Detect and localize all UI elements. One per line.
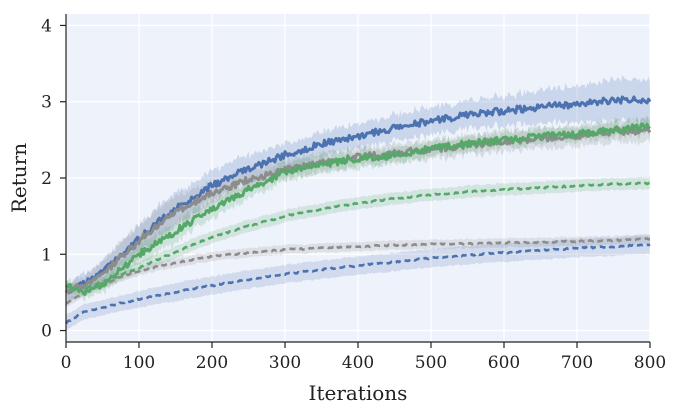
x-tick-label: 100	[123, 353, 155, 373]
series-line	[66, 181, 651, 290]
x-tick-label: 500	[415, 353, 447, 373]
x-tick-label: 600	[488, 353, 520, 373]
x-tick-label: 800	[634, 353, 666, 373]
y-tick-label: 1	[41, 245, 52, 265]
series-line	[65, 237, 651, 305]
x-tick-label: 300	[269, 353, 301, 373]
axes: 0 100 200 300 400 500 600 700 800 0 1 2 3 4	[41, 14, 666, 373]
y-tick-label: 4	[41, 16, 52, 36]
series-band	[66, 176, 650, 293]
y-tick-label: 3	[41, 93, 52, 113]
y-axis-label: Return	[7, 143, 31, 213]
x-axis-label: Iterations	[309, 381, 408, 405]
grid-lines	[65, 14, 651, 342]
y-tick-label: 0	[41, 322, 52, 342]
x-tick-label: 200	[196, 353, 228, 373]
x-tick-label: 700	[561, 353, 593, 373]
x-tick-label: 400	[342, 353, 374, 373]
series-line	[64, 126, 652, 295]
x-tick-label: 0	[61, 353, 72, 373]
series-line	[65, 95, 652, 295]
series-lines	[64, 95, 652, 325]
series-band	[66, 75, 650, 303]
series-line	[65, 122, 651, 296]
y-tick-label: 2	[41, 169, 52, 189]
series-band	[66, 234, 650, 332]
